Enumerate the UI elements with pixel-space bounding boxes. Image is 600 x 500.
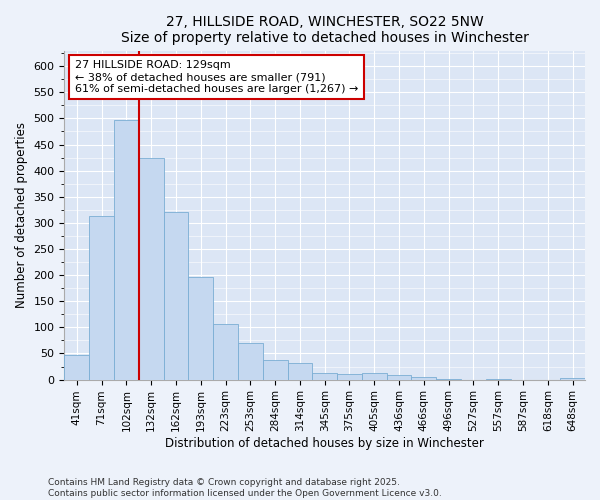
Bar [386,375,412,380]
Title: 27, HILLSIDE ROAD, WINCHESTER, SO22 5NW
Size of property relative to detached ho: 27, HILLSIDE ROAD, WINCHESTER, SO22 5NW … [121,15,529,45]
Text: 27 HILLSIDE ROAD: 129sqm
← 38% of detached houses are smaller (791)
61% of semi-: 27 HILLSIDE ROAD: 129sqm ← 38% of detach… [75,60,358,94]
Y-axis label: Number of detached properties: Number of detached properties [15,122,28,308]
Bar [89,216,114,380]
Bar [486,379,511,380]
Bar [287,363,313,380]
Bar [337,374,362,380]
Text: Contains HM Land Registry data © Crown copyright and database right 2025.
Contai: Contains HM Land Registry data © Crown c… [48,478,442,498]
Bar [164,212,188,380]
Bar [213,324,238,380]
Bar [313,374,337,380]
Bar [188,277,213,380]
Bar [114,120,139,380]
Bar [238,343,263,380]
Bar [412,377,436,380]
Bar [560,378,585,380]
Bar [64,355,89,380]
X-axis label: Distribution of detached houses by size in Winchester: Distribution of detached houses by size … [165,437,484,450]
Bar [139,158,164,380]
Bar [436,378,461,380]
Bar [263,360,287,380]
Bar [362,374,386,380]
